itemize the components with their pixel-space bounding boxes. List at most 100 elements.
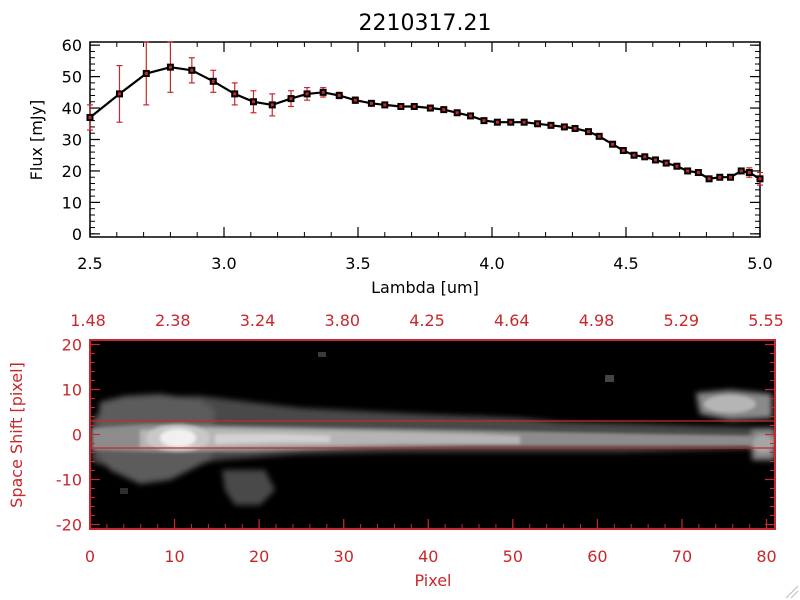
resize-grip[interactable] [785, 585, 799, 599]
data-point-center [686, 169, 690, 173]
spectrum-x-tick-label: 2.5 [77, 254, 102, 273]
data-point-center [270, 103, 274, 107]
image-x-ticks: 0 10 20 30 40 50 60 70 80 [85, 519, 777, 566]
spectrum-y-tick-label: 10 [62, 193, 82, 212]
data-point-center [168, 65, 172, 69]
spectrum-x-tick-label: 4.5 [613, 254, 638, 273]
data-point-center [353, 98, 357, 102]
data-point-center [747, 171, 751, 175]
spectrum-y-ticks: 0 10 20 30 40 50 60 [62, 36, 760, 244]
data-point-center [549, 123, 553, 127]
data-point-center [337, 93, 341, 97]
data-point-center [305, 92, 309, 96]
data-point-center [442, 108, 446, 112]
data-point-center [117, 92, 121, 96]
image-noise [700, 330, 708, 336]
top-axis-tick-label: 4.64 [494, 311, 530, 330]
spectrum-error-bars [87, 41, 763, 186]
data-point-center [428, 106, 432, 110]
data-point-center [190, 68, 194, 72]
data-point-center [739, 169, 743, 173]
chart-title: 2210317.21 [359, 11, 492, 36]
spectrum-plot: 2210317.21 2.5 3.0 3.5 4.0 4.5 5.0 0 10 20 30 40 5… [27, 11, 773, 297]
data-point-center [211, 79, 215, 83]
spectrum-series-line [89, 66, 761, 180]
data-point-center [251, 100, 255, 104]
data-point-center [509, 120, 513, 124]
data-point-center [632, 153, 636, 157]
spectrum-x-tick-label: 4.0 [479, 254, 504, 273]
spectrum-y-tick-label: 30 [62, 131, 82, 150]
data-point-center [321, 90, 325, 94]
data-point-center [573, 126, 577, 130]
data-point-center [653, 158, 657, 162]
spectrum-y-tick-label: 60 [62, 36, 82, 55]
image-y-tick-label: -20 [56, 516, 82, 535]
data-point-center [522, 120, 526, 124]
spectrum-x-tick-label: 5.0 [747, 254, 772, 273]
data-point-center [621, 149, 625, 153]
data-point-center [758, 177, 762, 181]
image-y-tick-label: 0 [72, 426, 82, 445]
image-x-tick-label: 0 [85, 547, 95, 566]
data-point-center [562, 125, 566, 129]
spectrum-image-panel: 1.48 2.38 3.24 3.80 4.25 4.64 4.98 5.29 5.55 [7, 311, 784, 590]
top-wavelength-axis: 1.48 2.38 3.24 3.80 4.25 4.64 4.98 5.29 5.55 [70, 311, 784, 330]
data-point-center [144, 71, 148, 75]
image-x-tick-label: 80 [756, 547, 776, 566]
top-axis-tick-label: 5.55 [748, 311, 784, 330]
spectrum-x-ticks: 2.5 3.0 3.5 4.0 4.5 5.0 [77, 42, 773, 273]
image-x-tick-label: 20 [249, 547, 269, 566]
data-point-center [718, 175, 722, 179]
spectrum-y-tick-label: 50 [62, 68, 82, 87]
image-noise [120, 488, 128, 494]
data-point-center [233, 92, 237, 96]
image-x-tick-label: 40 [418, 547, 438, 566]
image-y-tick-label: -10 [56, 471, 82, 490]
data-point-center [597, 134, 601, 138]
spectrum-y-tick-label: 0 [72, 225, 82, 244]
image-noise [318, 352, 326, 357]
top-axis-tick-label: 4.25 [409, 311, 445, 330]
spectrum-points [86, 63, 764, 183]
spectrum-x-tick-label: 3.5 [345, 254, 370, 273]
data-point-center [707, 177, 711, 181]
image-x-tick-label: 60 [587, 547, 607, 566]
data-point-center [289, 97, 293, 101]
image-x-label: Pixel [414, 571, 451, 590]
image-x-tick-label: 50 [503, 547, 523, 566]
data-point-center [495, 120, 499, 124]
data-point-center [412, 104, 416, 108]
data-point-center [369, 101, 373, 105]
data-point-center [536, 122, 540, 126]
top-axis-tick-label: 3.80 [324, 311, 360, 330]
image-y-tick-label: 10 [62, 381, 82, 400]
data-point-center [383, 103, 387, 107]
spectrum-image [90, 330, 775, 529]
image-y-ticks: -20 -10 0 10 20 [56, 336, 775, 535]
spectrum-y-tick-label: 40 [62, 99, 82, 118]
data-point-center [611, 142, 615, 146]
data-point-center [675, 164, 679, 168]
data-point-center [88, 115, 92, 119]
data-point-center [586, 130, 590, 134]
data-point-center [664, 161, 668, 165]
top-axis-tick-label: 5.29 [663, 311, 699, 330]
top-axis-tick-label: 4.98 [579, 311, 615, 330]
data-point-center [399, 104, 403, 108]
top-axis-tick-label: 2.38 [155, 311, 191, 330]
image-x-tick-label: 10 [164, 547, 184, 566]
image-x-tick-label: 70 [672, 547, 692, 566]
top-axis-tick-label: 3.24 [240, 311, 276, 330]
spectrum-x-label: Lambda [um] [371, 278, 479, 297]
data-point-center [482, 119, 486, 123]
spectrum-x-tick-label: 3.0 [211, 254, 236, 273]
data-point-center [696, 171, 700, 175]
image-y-tick-label: 20 [62, 336, 82, 355]
data-point-center [455, 111, 459, 115]
data-point-center [469, 114, 473, 118]
image-x-tick-label: 30 [334, 547, 354, 566]
spectrum-y-tick-label: 20 [62, 162, 82, 181]
image-noise [605, 375, 614, 382]
top-axis-tick-label: 1.48 [70, 311, 106, 330]
